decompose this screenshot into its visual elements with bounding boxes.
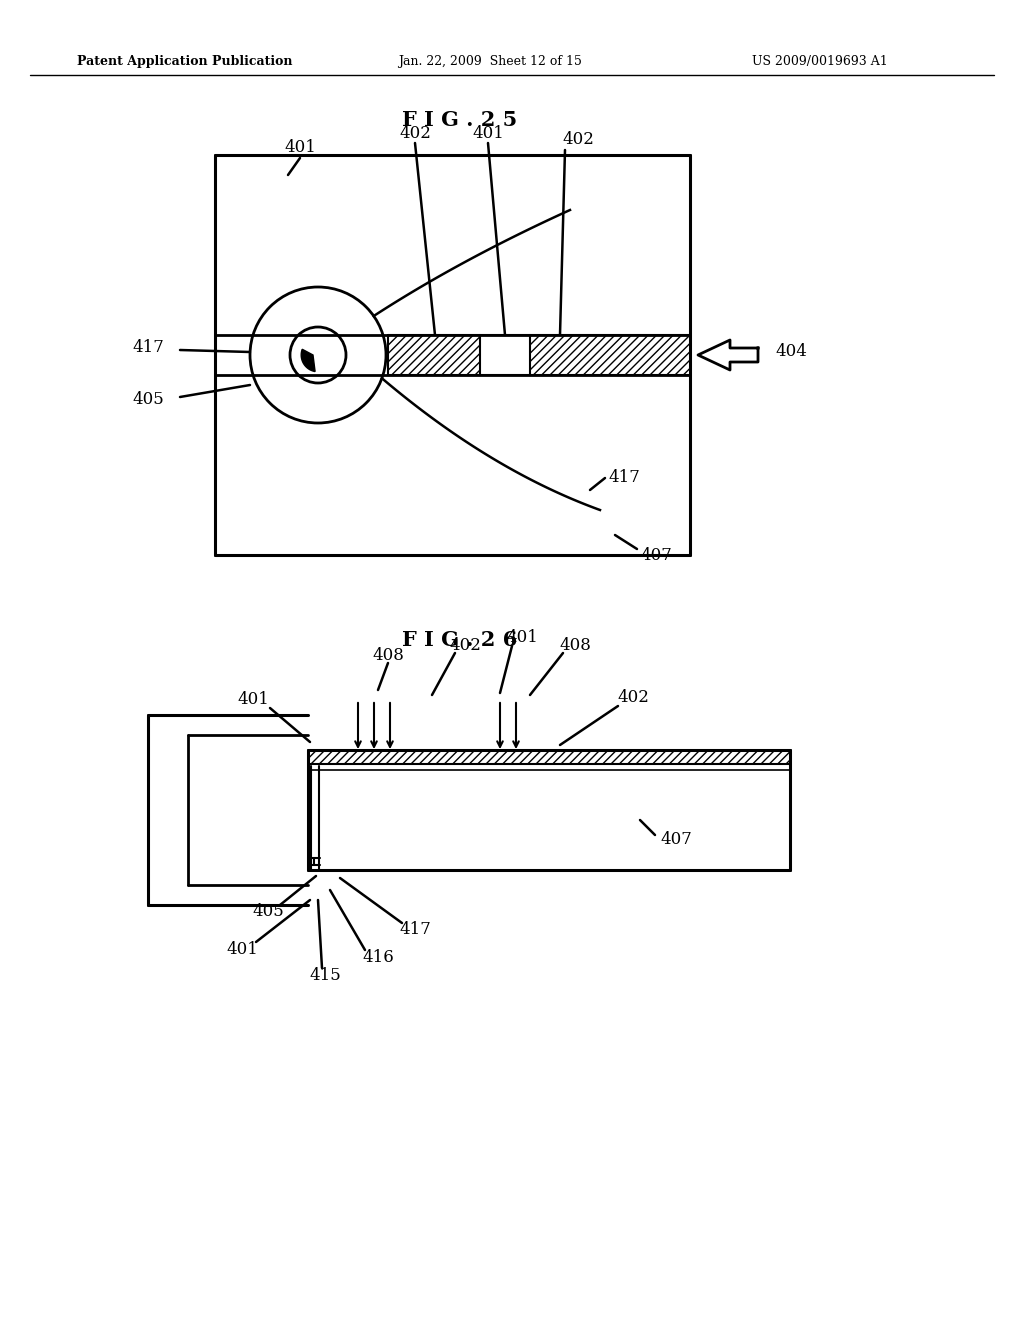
Text: Jan. 22, 2009  Sheet 12 of 15: Jan. 22, 2009 Sheet 12 of 15	[398, 55, 582, 69]
Bar	[308, 750, 790, 764]
Text: 402: 402	[562, 132, 594, 149]
Text: 408: 408	[559, 636, 591, 653]
Text: 415: 415	[309, 966, 341, 983]
Text: 402: 402	[450, 636, 481, 653]
Text: 417: 417	[132, 339, 164, 356]
Text: F I G . 2 6: F I G . 2 6	[402, 630, 517, 649]
Text: 417: 417	[608, 470, 640, 487]
Text: 408: 408	[372, 647, 403, 664]
Text: 402: 402	[617, 689, 649, 706]
Text: 401: 401	[506, 630, 538, 647]
Text: 404: 404	[775, 343, 807, 360]
Text: 407: 407	[660, 832, 692, 849]
Text: 416: 416	[362, 949, 394, 966]
Text: 401: 401	[472, 124, 504, 141]
Text: 402: 402	[399, 124, 431, 141]
Text: 401: 401	[284, 140, 316, 157]
Text: 401: 401	[238, 692, 269, 709]
Text: US 2009/0019693 A1: US 2009/0019693 A1	[752, 55, 888, 69]
Text: 417: 417	[399, 921, 431, 939]
Text: 405: 405	[252, 903, 284, 920]
Polygon shape	[301, 350, 315, 371]
Bar	[388, 335, 480, 375]
Bar	[530, 335, 690, 375]
Text: 405: 405	[132, 392, 164, 408]
Text: 407: 407	[640, 546, 672, 564]
Text: 401: 401	[226, 941, 258, 958]
Text: F I G . 2 5: F I G . 2 5	[402, 110, 517, 129]
Polygon shape	[698, 341, 758, 370]
Text: Patent Application Publication: Patent Application Publication	[77, 55, 293, 69]
